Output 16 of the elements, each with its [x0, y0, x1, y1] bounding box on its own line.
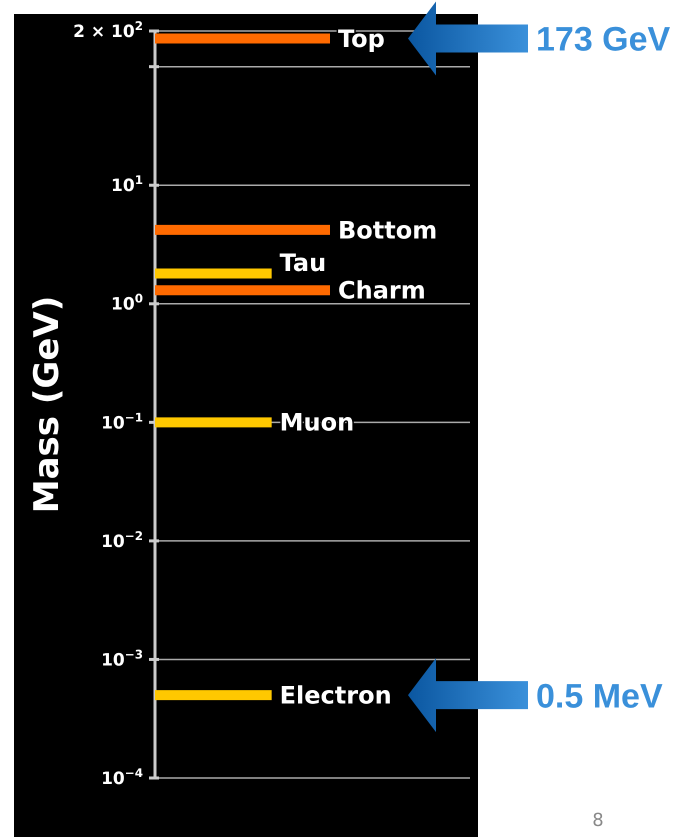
- y-tick-label: 10$^{−2}$: [101, 528, 143, 552]
- y-axis-title: Mass (GeV): [27, 296, 67, 514]
- y-tick-label: 2 × 10$^{2}$: [73, 18, 143, 42]
- y-tick-label: 10$^{−1}$: [101, 410, 143, 434]
- series-label: Charm: [338, 276, 426, 305]
- text: 173 GeV: [536, 20, 671, 59]
- series-label: Tau: [280, 249, 326, 278]
- y-tick-label: 10$^{−4}$: [101, 766, 143, 789]
- y-tick-label: 10$^{1}$: [111, 173, 143, 196]
- y-tick-label: 10$^{0}$: [111, 292, 143, 315]
- y-tick-label: 10$^{−3}$: [101, 647, 143, 670]
- text: 0.5 MeV: [536, 677, 663, 716]
- series-label: Bottom: [338, 216, 438, 244]
- series-label: Electron: [280, 682, 392, 710]
- text: 8: [592, 810, 604, 831]
- series-label: Top: [338, 24, 385, 53]
